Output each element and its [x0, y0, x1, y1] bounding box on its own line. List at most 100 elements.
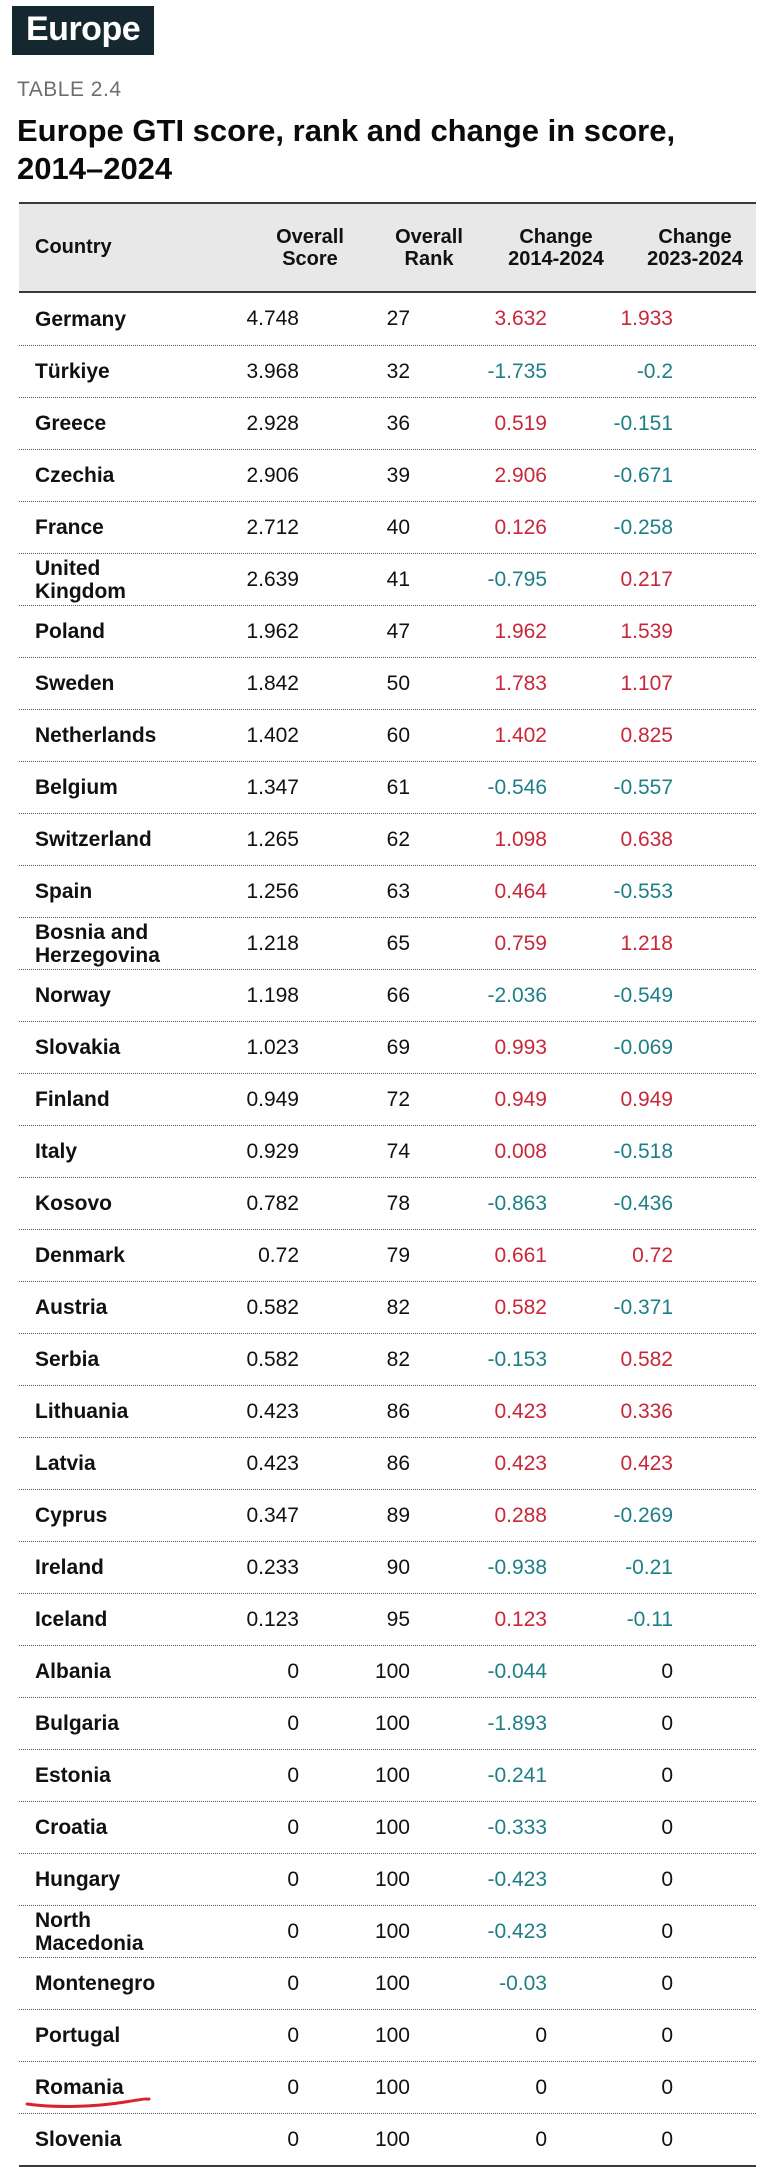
country-cell: Portugal: [35, 2024, 121, 2047]
change-2023-2024-cell: -0.371: [613, 1295, 673, 1319]
table-row: Denmark 0.72 79 0.661 0.72: [19, 1230, 756, 1282]
country-cell: Finland: [35, 1088, 110, 1111]
overall-rank-cell: 41: [386, 567, 410, 591]
table-row: Cyprus 0.347 89 0.288 -0.269: [19, 1490, 756, 1542]
country-name: Romania: [35, 2076, 124, 2099]
table-row: Norway 1.198 66 -2.036 -0.549: [19, 970, 756, 1022]
country-cell: Bosnia and Herzegovina: [19, 921, 219, 967]
overall-score-cell: 1.265: [246, 827, 299, 851]
overall-rank-cell: 100: [374, 2075, 410, 2099]
table-row: Slovenia 0 100 0 0: [19, 2114, 756, 2167]
change-2014-2024-cell: 2.906: [494, 463, 547, 487]
table-row: Kosovo 0.782 78 -0.863 -0.436: [19, 1178, 756, 1230]
change-2023-2024-cell: -0.069: [613, 1035, 673, 1059]
overall-rank-cell: 100: [374, 1919, 410, 1943]
overall-score-cell: 0: [287, 1763, 299, 1787]
country-cell: Germany: [35, 307, 127, 331]
country-cell: Latvia: [35, 1452, 96, 1475]
country-cell: Cyprus: [35, 1504, 108, 1527]
overall-score-cell: 2.906: [246, 463, 299, 487]
table-row: Ireland 0.233 90 -0.938 -0.21: [19, 1542, 756, 1594]
overall-rank-cell: 65: [386, 931, 410, 955]
overall-score-cell: 0.929: [246, 1139, 299, 1163]
overall-score-cell: 0: [287, 2023, 299, 2047]
overall-rank-cell: 86: [386, 1399, 410, 1423]
overall-score-cell: 0: [287, 1867, 299, 1891]
header-rank-line1: Overall: [395, 225, 463, 248]
table-row: Belgium 1.347 61 -0.546 -0.557: [19, 762, 756, 814]
change-2023-2024-cell: -0.549: [613, 983, 673, 1007]
change-2014-2024-cell: 0.993: [494, 1035, 547, 1059]
change-2014-2024-cell: 0.464: [494, 879, 547, 903]
country-cell: Spain: [35, 880, 93, 903]
country-cell: Croatia: [35, 1816, 108, 1839]
change-2023-2024-cell: -0.671: [613, 463, 673, 487]
overall-rank-cell: 50: [386, 671, 410, 695]
overall-score-cell: 1.218: [246, 931, 299, 955]
table-row: Hungary 0 100 -0.423 0: [19, 1854, 756, 1906]
change-2014-2024-cell: -0.938: [487, 1555, 547, 1579]
overall-score-cell: 0: [287, 2127, 299, 2151]
overall-rank-cell: 100: [374, 1815, 410, 1839]
header-ch1-line1: Change: [519, 225, 593, 248]
country-cell: Ireland: [35, 1556, 104, 1579]
country-cell: Albania: [35, 1660, 111, 1683]
country-cell: Bulgaria: [35, 1712, 120, 1735]
country-cell: Slovakia: [35, 1036, 121, 1059]
country-cell: Slovenia: [35, 2128, 122, 2151]
change-2014-2024-cell: 0.949: [494, 1087, 547, 1111]
change-2023-2024-cell: 0.949: [620, 1087, 673, 1111]
country-name: United Kingdom: [35, 556, 126, 603]
overall-rank-cell: 82: [386, 1347, 410, 1371]
country-cell: Romania: [19, 2076, 219, 2108]
change-2014-2024-cell: -0.03: [499, 1971, 547, 1995]
table-row: France 2.712 40 0.126 -0.258: [19, 502, 756, 554]
change-2014-2024-cell: 3.632: [494, 307, 547, 330]
change-2023-2024-cell: 0.582: [620, 1347, 673, 1371]
country-cell: Serbia: [35, 1348, 100, 1371]
overall-score-cell: 0.582: [246, 1347, 299, 1371]
table-row: Croatia 0 100 -0.333 0: [19, 1802, 756, 1854]
country-name: North Macedonia: [35, 1908, 144, 1955]
change-2014-2024-cell: -0.044: [487, 1659, 547, 1683]
header-score-line1: Overall: [276, 225, 344, 248]
overall-rank-cell: 100: [374, 1659, 410, 1683]
country-cell: Kosovo: [35, 1192, 113, 1215]
change-2014-2024-cell: 0.123: [494, 1607, 547, 1631]
overall-score-cell: 1.962: [246, 619, 299, 643]
red-underline-annotation: [25, 2097, 151, 2108]
overall-score-cell: 0.782: [246, 1191, 299, 1215]
overall-score-cell: 4.748: [246, 307, 299, 330]
overall-score-cell: 1.256: [246, 879, 299, 903]
overall-score-cell: 0.72: [258, 1243, 299, 1267]
overall-score-cell: 0.233: [246, 1555, 299, 1579]
overall-score-cell: 2.928: [246, 411, 299, 435]
table-row: Austria 0.582 82 0.582 -0.371: [19, 1282, 756, 1334]
change-2014-2024-cell: 0: [535, 2127, 547, 2151]
table-body: Germany 4.748 27 3.632 1.933 Türkiye 3.968 32 -1…: [19, 293, 756, 2167]
overall-rank-cell: 79: [386, 1243, 410, 1267]
table-row: Sweden 1.842 50 1.783 1.107: [19, 658, 756, 710]
overall-rank-cell: 32: [386, 359, 410, 383]
table-row: Albania 0 100 -0.044 0: [19, 1646, 756, 1698]
change-2023-2024-cell: 0: [661, 2127, 673, 2151]
table-row: Czechia 2.906 39 2.906 -0.671: [19, 450, 756, 502]
overall-rank-cell: 86: [386, 1451, 410, 1475]
overall-rank-cell: 100: [374, 1711, 410, 1735]
overall-rank-cell: 36: [386, 411, 410, 435]
table-row: Poland 1.962 47 1.962 1.539: [19, 606, 756, 658]
change-2014-2024-cell: 0.008: [494, 1139, 547, 1163]
header-rank-line2: Rank: [404, 247, 454, 270]
overall-score-cell: 0: [287, 1815, 299, 1839]
change-2023-2024-cell: 0: [661, 1763, 673, 1787]
change-2014-2024-cell: -0.423: [487, 1867, 547, 1891]
change-2014-2024-cell: -0.546: [487, 775, 547, 799]
table-row: Montenegro 0 100 -0.03 0: [19, 1958, 756, 2010]
country-cell: Lithuania: [35, 1400, 129, 1423]
table-row: Türkiye 3.968 32 -1.735 -0.2: [19, 346, 756, 398]
country-name: Bosnia and Herzegovina: [35, 920, 160, 967]
header-ch1-line2: 2014-2024: [508, 247, 604, 270]
change-2023-2024-cell: 0.638: [620, 827, 673, 851]
change-2014-2024-cell: 0.661: [494, 1243, 547, 1267]
change-2023-2024-cell: -0.553: [613, 879, 673, 903]
